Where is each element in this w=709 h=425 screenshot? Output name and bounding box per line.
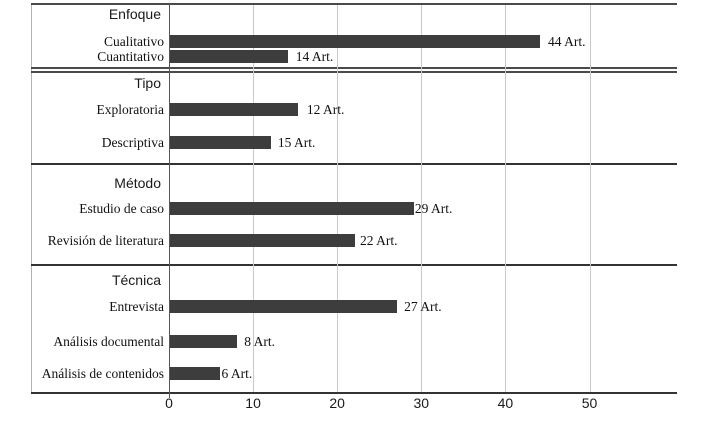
bar-segment: [170, 35, 541, 48]
x-tick-label-40: 40: [497, 395, 514, 411]
separator-tipo-metodo: [31, 163, 677, 165]
gridline-x10: [253, 5, 255, 392]
value-label: 29 Art.: [414, 201, 453, 216]
x-tick-label-0: 0: [165, 395, 173, 411]
category-label: Análisis documental: [53, 334, 164, 349]
separator-enfoque-tipo-upper: [31, 67, 677, 69]
bar-segment: [170, 103, 298, 116]
value-label: 14 Art.: [295, 49, 334, 64]
value-label: 12 Art.: [306, 102, 345, 117]
category-label: Análisis de contenidos: [41, 366, 164, 381]
category-label: Exploratoria: [96, 102, 164, 117]
category-label: Descriptiva: [101, 135, 164, 150]
group-header-3: Método: [114, 175, 161, 191]
bar-segment: [170, 50, 288, 63]
x-tick-label-20: 20: [329, 395, 345, 411]
bar-segment: [170, 335, 238, 348]
group-header-1: Enfoque: [108, 6, 161, 22]
value-label: 44 Art.: [548, 34, 586, 49]
bar-segment: [170, 234, 356, 247]
value-label: 27 Art.: [404, 299, 442, 314]
category-label: Entrevista: [109, 299, 164, 314]
separator-metodo-tecnica: [31, 264, 677, 266]
x-tick-label-30: 30: [413, 395, 430, 411]
group-header-4: Técnica: [111, 272, 161, 288]
value-label: 15 Art.: [277, 135, 316, 150]
bar-segment: [170, 300, 398, 313]
x-tick-label-50: 50: [581, 395, 598, 411]
separator-enfoque-tipo-lower: [31, 71, 677, 73]
gridline-x30: [421, 5, 423, 392]
group-header-2: Tipo: [134, 75, 161, 91]
x-tick-label-10: 10: [245, 395, 261, 411]
category-axis-line: [169, 4, 170, 398]
bar-segment: [170, 202, 414, 215]
chart-top-border: [31, 3, 677, 5]
gridline-x50: [589, 5, 591, 392]
category-label: Cualitativo: [104, 34, 164, 49]
category-label: Revisión de literatura: [47, 233, 164, 248]
x-axis-line: [31, 392, 677, 394]
category-label: Estudio de caso: [79, 201, 164, 216]
category-label: Cuantitativo: [97, 49, 164, 64]
chart-left-border: [31, 3, 32, 392]
value-label: 6 Art.: [221, 366, 253, 381]
bar-segment: [170, 367, 221, 380]
value-label: 8 Art.: [244, 334, 276, 349]
bar-segment: [170, 136, 271, 149]
gridline-x20: [337, 5, 339, 392]
value-label: 22 Art.: [360, 233, 398, 248]
gridline-x40: [505, 5, 507, 392]
